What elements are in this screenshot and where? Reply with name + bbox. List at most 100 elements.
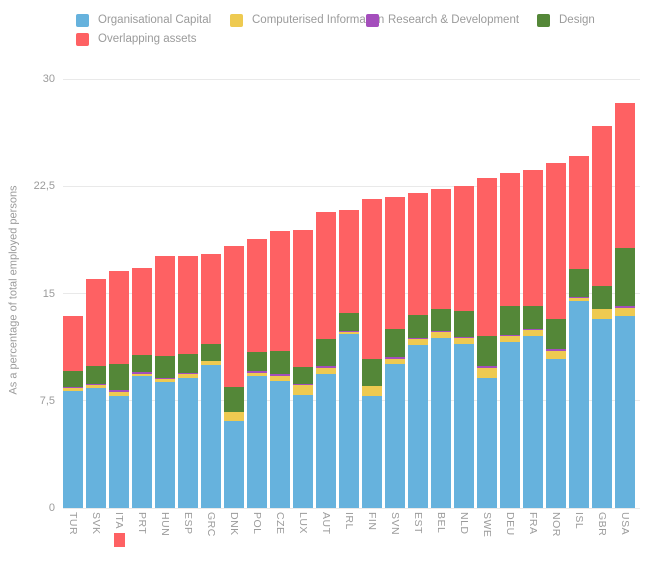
segment-organisational-capital[interactable] xyxy=(293,395,313,508)
segment-research-development[interactable] xyxy=(293,384,313,386)
segment-research-development[interactable] xyxy=(592,308,612,310)
segment-organisational-capital[interactable] xyxy=(454,343,474,508)
bar-prt[interactable] xyxy=(132,267,152,508)
bar-pol[interactable] xyxy=(247,239,267,508)
segment-design[interactable] xyxy=(592,285,612,309)
segment-computerised-information[interactable] xyxy=(431,332,451,338)
segment-design[interactable] xyxy=(339,312,359,332)
segment-research-development[interactable] xyxy=(454,337,474,338)
segment-design[interactable] xyxy=(615,247,635,307)
segment-overlapping-assets[interactable] xyxy=(454,186,474,312)
segment-design[interactable] xyxy=(316,338,336,366)
bar-gbr[interactable] xyxy=(592,125,612,508)
segment-organisational-capital[interactable] xyxy=(408,344,428,508)
segment-design[interactable] xyxy=(408,314,428,338)
legend-item-design[interactable]: Design xyxy=(537,14,595,27)
segment-computerised-information[interactable] xyxy=(178,373,198,378)
bar-est[interactable] xyxy=(408,193,428,508)
segment-computerised-information[interactable] xyxy=(615,307,635,317)
bar-lux[interactable] xyxy=(293,229,313,508)
segment-overlapping-assets[interactable] xyxy=(270,230,290,352)
segment-design[interactable] xyxy=(385,329,405,358)
segment-overlapping-assets[interactable] xyxy=(569,156,589,270)
segment-design[interactable] xyxy=(201,343,221,361)
segment-research-development[interactable] xyxy=(431,331,451,333)
segment-overlapping-assets[interactable] xyxy=(477,178,497,337)
segment-research-development[interactable] xyxy=(132,372,152,374)
legend-item-computerised-information[interactable]: Computerised Information xyxy=(230,14,384,27)
segment-design[interactable] xyxy=(132,355,152,373)
segment-research-development[interactable] xyxy=(615,306,635,308)
segment-overlapping-assets[interactable] xyxy=(546,162,566,319)
bar-deu[interactable] xyxy=(500,173,520,508)
bar-usa[interactable] xyxy=(615,103,635,508)
segment-organisational-capital[interactable] xyxy=(86,387,106,508)
segment-research-development[interactable] xyxy=(339,331,359,333)
segment-overlapping-assets[interactable] xyxy=(86,278,106,366)
segment-research-development[interactable] xyxy=(385,357,405,359)
segment-design[interactable] xyxy=(500,306,520,335)
segment-overlapping-assets[interactable] xyxy=(615,103,635,248)
segment-computerised-information[interactable] xyxy=(500,336,520,343)
segment-organisational-capital[interactable] xyxy=(201,365,221,508)
segment-research-development[interactable] xyxy=(86,384,106,386)
bar-bel[interactable] xyxy=(431,189,451,508)
segment-organisational-capital[interactable] xyxy=(500,342,520,508)
segment-design[interactable] xyxy=(523,305,543,330)
segment-design[interactable] xyxy=(224,387,244,412)
segment-research-development[interactable] xyxy=(316,365,336,368)
segment-organisational-capital[interactable] xyxy=(316,373,336,508)
segment-overlapping-assets[interactable] xyxy=(247,239,267,353)
segment-organisational-capital[interactable] xyxy=(178,377,198,508)
segment-computerised-information[interactable] xyxy=(132,373,152,377)
segment-design[interactable] xyxy=(178,354,198,373)
segment-research-development[interactable] xyxy=(201,360,221,362)
segment-organisational-capital[interactable] xyxy=(385,363,405,508)
segment-overlapping-assets[interactable] xyxy=(63,315,83,372)
segment-research-development[interactable] xyxy=(523,329,543,330)
segment-computerised-information[interactable] xyxy=(569,297,589,301)
segment-research-development[interactable] xyxy=(500,334,520,337)
segment-computerised-information[interactable] xyxy=(592,309,612,320)
bar-fra[interactable] xyxy=(523,169,543,508)
segment-design[interactable] xyxy=(109,364,129,391)
segment-overlapping-assets[interactable] xyxy=(316,212,336,339)
segment-computerised-information[interactable] xyxy=(247,372,267,377)
legend-item-organisational-capital[interactable]: Organisational Capital xyxy=(76,14,230,27)
segment-design[interactable] xyxy=(63,371,83,388)
segment-research-development[interactable] xyxy=(477,366,497,368)
legend-item-research-development[interactable]: Research & Development xyxy=(366,14,537,27)
segment-overlapping-assets[interactable] xyxy=(109,271,129,365)
bar-svn[interactable] xyxy=(385,197,405,508)
segment-research-development[interactable] xyxy=(155,377,175,379)
segment-research-development[interactable] xyxy=(247,370,267,373)
segment-design[interactable] xyxy=(362,358,382,386)
bar-dnk[interactable] xyxy=(224,245,244,508)
segment-design[interactable] xyxy=(431,308,451,332)
bar-tur[interactable] xyxy=(63,315,83,508)
segment-organisational-capital[interactable] xyxy=(109,396,129,508)
segment-computerised-information[interactable] xyxy=(362,386,382,397)
segment-organisational-capital[interactable] xyxy=(132,376,152,508)
segment-organisational-capital[interactable] xyxy=(569,300,589,508)
segment-organisational-capital[interactable] xyxy=(270,380,290,508)
segment-computerised-information[interactable] xyxy=(201,361,221,365)
segment-research-development[interactable] xyxy=(224,411,244,413)
segment-design[interactable] xyxy=(247,352,267,371)
bar-swe[interactable] xyxy=(477,178,497,508)
segment-computerised-information[interactable] xyxy=(339,332,359,334)
bar-nld[interactable] xyxy=(454,186,474,508)
segment-overlapping-assets[interactable] xyxy=(408,193,428,315)
segment-organisational-capital[interactable] xyxy=(477,377,497,508)
segment-organisational-capital[interactable] xyxy=(431,337,451,508)
bar-esp[interactable] xyxy=(178,256,198,508)
segment-research-development[interactable] xyxy=(408,337,428,339)
segment-design[interactable] xyxy=(86,365,106,385)
segment-computerised-information[interactable] xyxy=(454,337,474,344)
segment-research-development[interactable] xyxy=(178,372,198,374)
segment-organisational-capital[interactable] xyxy=(339,333,359,508)
bar-fin[interactable] xyxy=(362,199,382,508)
bar-aut[interactable] xyxy=(316,212,336,508)
bar-svk[interactable] xyxy=(86,278,106,508)
segment-computerised-information[interactable] xyxy=(270,376,290,381)
